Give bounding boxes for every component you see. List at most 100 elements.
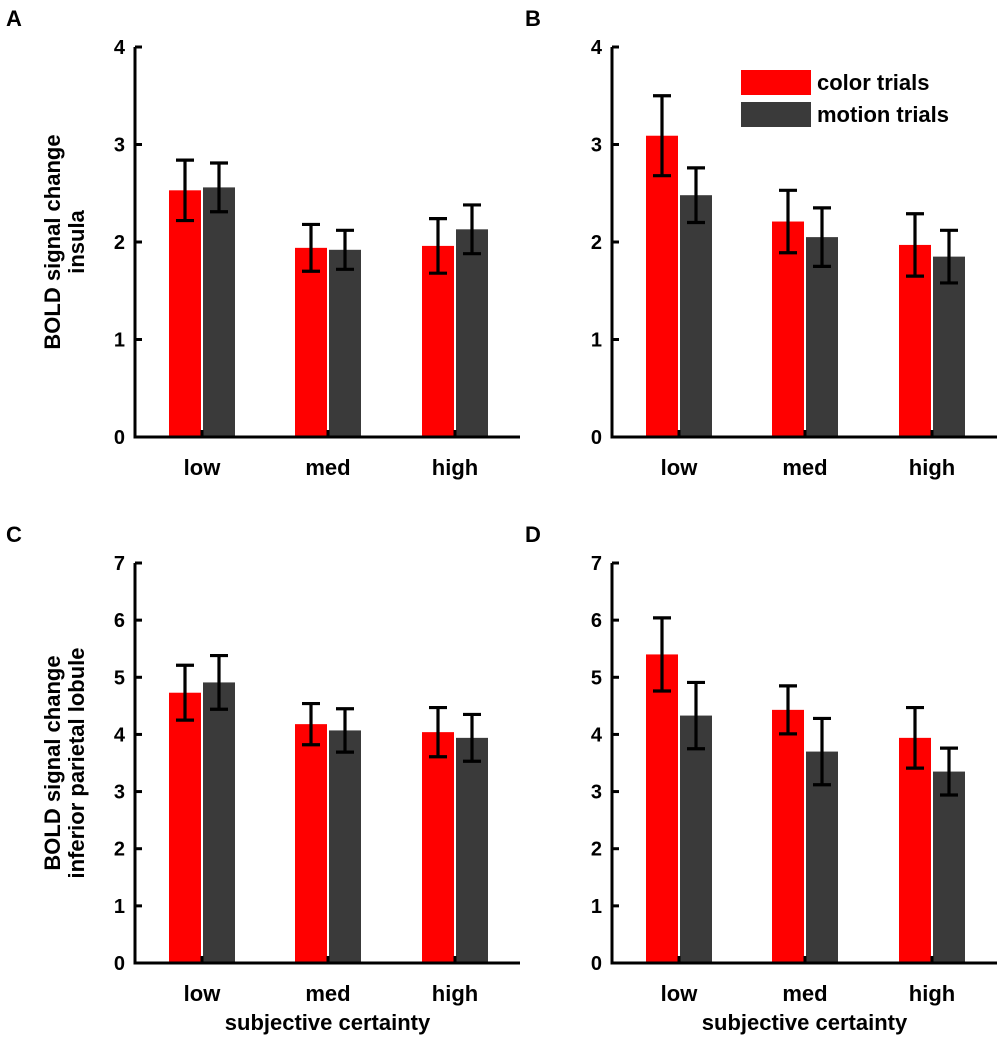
error-bar bbox=[779, 684, 797, 736]
y-tick-label: 0 bbox=[591, 953, 602, 975]
x-tick-label-high: high bbox=[432, 981, 478, 1006]
x-tick-label-med: med bbox=[782, 981, 827, 1006]
y-tick-label: 6 bbox=[114, 610, 125, 632]
bar-color-low bbox=[169, 190, 201, 437]
x-axis-title: subjective certainty bbox=[702, 1010, 908, 1035]
legend-swatch-motion bbox=[741, 102, 811, 127]
y-tick-label: 1 bbox=[114, 896, 125, 918]
x-tick-label-med: med bbox=[305, 981, 350, 1006]
bar-color-med bbox=[772, 221, 804, 437]
x-axis-title: subjective certainty bbox=[225, 1010, 431, 1035]
panel-letter: D bbox=[525, 522, 541, 547]
y-tick-label: 0 bbox=[591, 427, 602, 449]
y-tick-label: 6 bbox=[591, 610, 602, 632]
y-tick-label: 3 bbox=[591, 782, 602, 804]
error-bar bbox=[336, 707, 354, 754]
bar-motion-low bbox=[203, 187, 235, 437]
bar-color-med bbox=[295, 724, 327, 963]
panel-letter: A bbox=[6, 6, 22, 31]
y-tick-label: 4 bbox=[591, 37, 603, 59]
x-tick-label-low: low bbox=[184, 455, 222, 480]
panel-letter: C bbox=[6, 522, 22, 547]
x-tick-label-high: high bbox=[432, 455, 478, 480]
error-bar bbox=[336, 228, 354, 271]
error-bar bbox=[429, 217, 447, 275]
error-bar bbox=[687, 166, 705, 225]
bar-motion-high bbox=[933, 771, 965, 963]
bar-motion-med bbox=[329, 249, 361, 437]
legend-label: color trials bbox=[817, 70, 929, 95]
error-bar bbox=[813, 716, 831, 787]
y-tick-label: 0 bbox=[114, 953, 125, 975]
x-tick-label-high: high bbox=[909, 455, 955, 480]
bar-color-low bbox=[646, 135, 678, 437]
error-bar bbox=[813, 206, 831, 268]
panel-a: A 0 1 2 3 4 low med high BOLD signal changeinsula bbox=[6, 6, 520, 480]
error-bar bbox=[906, 705, 924, 770]
error-bar bbox=[463, 203, 481, 256]
x-tick-label-med: med bbox=[305, 455, 350, 480]
bar-color-med bbox=[295, 247, 327, 437]
bar-motion-high bbox=[456, 737, 488, 963]
error-bar bbox=[940, 228, 958, 285]
y-tick-label: 1 bbox=[591, 896, 602, 918]
bar-motion-high bbox=[933, 256, 965, 437]
bar-motion-med bbox=[806, 751, 838, 963]
x-tick-label-high: high bbox=[909, 981, 955, 1006]
panel-letter: B bbox=[525, 6, 541, 31]
y-tick-label: 1 bbox=[114, 330, 125, 352]
bar-color-low bbox=[169, 692, 201, 963]
error-bar bbox=[653, 94, 671, 178]
error-bar bbox=[940, 746, 958, 797]
error-bar bbox=[653, 616, 671, 693]
bar-color-high bbox=[422, 245, 454, 437]
y-tick-label: 2 bbox=[591, 232, 602, 254]
legend-label: motion trials bbox=[817, 102, 949, 127]
y-tick-label: 3 bbox=[114, 135, 125, 157]
y-tick-label: 1 bbox=[591, 330, 602, 352]
error-bar bbox=[687, 680, 705, 751]
y-tick-label: 2 bbox=[591, 839, 602, 861]
y-tick-label: 3 bbox=[114, 782, 125, 804]
error-bar bbox=[302, 222, 320, 273]
bar-motion-high bbox=[456, 229, 488, 437]
bar-color-high bbox=[899, 737, 931, 963]
error-bar bbox=[210, 161, 228, 214]
y-tick-label: 3 bbox=[591, 135, 602, 157]
bar-motion-low bbox=[680, 195, 712, 437]
y-tick-label: 5 bbox=[114, 667, 125, 689]
x-tick-label-low: low bbox=[661, 455, 699, 480]
bar-color-low bbox=[646, 654, 678, 963]
bar-color-med bbox=[772, 709, 804, 963]
error-bar bbox=[429, 705, 447, 759]
x-tick-label-low: low bbox=[661, 981, 699, 1006]
y-axis-title: BOLD signal changeinsula bbox=[40, 134, 89, 349]
y-tick-label: 7 bbox=[591, 553, 602, 575]
bar-motion-med bbox=[329, 730, 361, 963]
x-tick-label-low: low bbox=[184, 981, 222, 1006]
y-tick-label: 4 bbox=[114, 724, 126, 746]
x-tick-label-med: med bbox=[782, 455, 827, 480]
bar-motion-med bbox=[806, 237, 838, 437]
error-bar bbox=[463, 712, 481, 763]
bar-color-high bbox=[422, 732, 454, 963]
bar-motion-low bbox=[680, 715, 712, 963]
error-bar bbox=[176, 158, 194, 223]
y-tick-label: 4 bbox=[591, 724, 603, 746]
error-bar bbox=[210, 653, 228, 711]
y-axis-title: BOLD signal changeinferior parietal lobu… bbox=[40, 647, 89, 878]
bar-motion-low bbox=[203, 682, 235, 963]
y-tick-label: 2 bbox=[114, 839, 125, 861]
y-tick-label: 5 bbox=[591, 667, 602, 689]
y-tick-label: 2 bbox=[114, 232, 125, 254]
y-tick-label: 0 bbox=[114, 427, 125, 449]
legend: color trials motion trials bbox=[741, 70, 949, 127]
legend-swatch-color bbox=[741, 70, 811, 95]
y-tick-label: 7 bbox=[114, 553, 125, 575]
error-bar bbox=[176, 663, 194, 722]
error-bar bbox=[779, 188, 797, 255]
y-tick-label: 4 bbox=[114, 37, 126, 59]
